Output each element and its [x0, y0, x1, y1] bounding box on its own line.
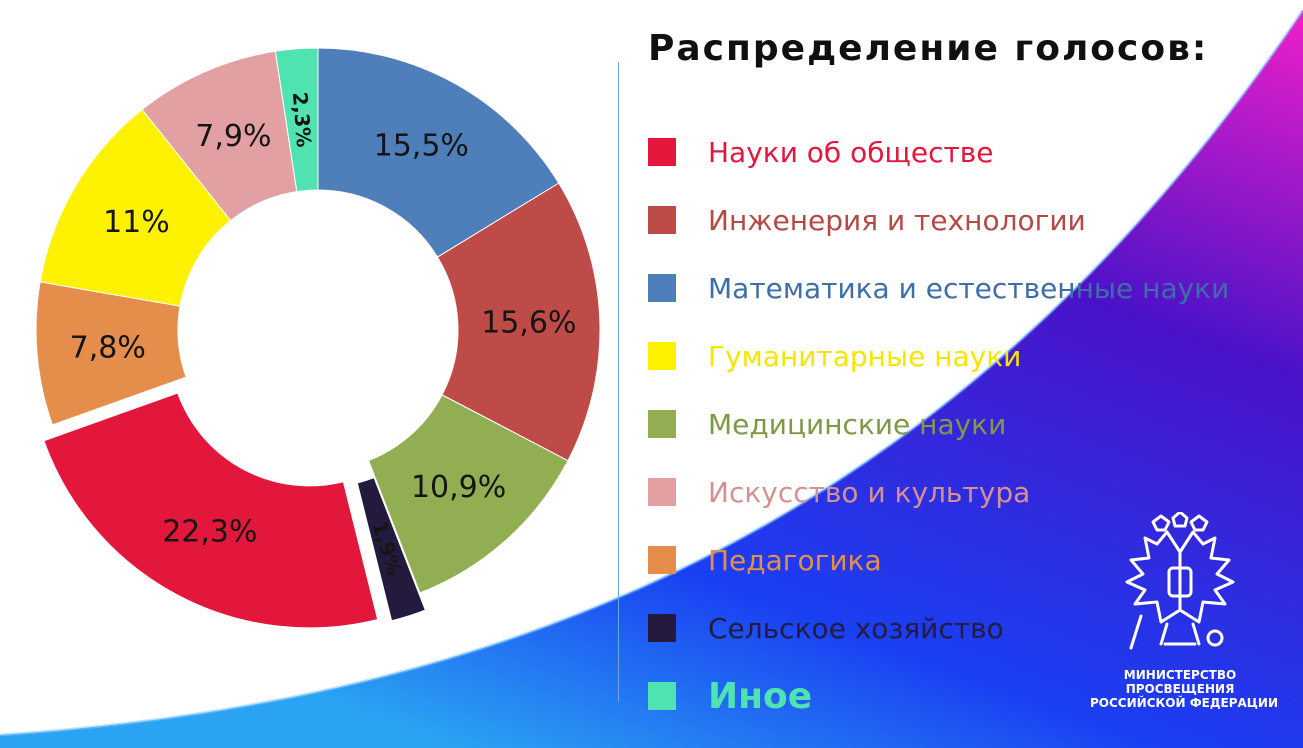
donut-chart: 15,5%15,6%10,9%1,9%22,3%7,8%11%7,9% 2,3% [35, 47, 601, 629]
legend-swatch [648, 614, 676, 642]
legend-label: Науки об обществе [708, 135, 994, 169]
divider [618, 62, 619, 702]
donut-segment-0 [317, 47, 560, 258]
legend-item-8: Иное [648, 662, 1229, 730]
legend-item-4: Медицинские науки [648, 390, 1229, 458]
chart-title: Распределение голосов: [648, 28, 1209, 69]
legend-swatch [648, 342, 676, 370]
donut-segment-1 [436, 182, 601, 462]
legend-item-3: Гуманитарные науки [648, 322, 1229, 390]
legend-swatch [648, 206, 676, 234]
data-label-2: 10,9% [411, 470, 506, 505]
data-label-7: 7,9% [195, 119, 271, 154]
legend-swatch [648, 546, 676, 574]
data-label-0: 15,5% [374, 129, 469, 164]
legend-item-6: Педагогика [648, 526, 1229, 594]
legend-label: Иное [708, 675, 813, 717]
gradient-wave [0, 10, 1303, 748]
legend-item-5: Искусство и культура [648, 458, 1229, 526]
double-headed-eagle-emblem-icon [1125, 512, 1235, 650]
legend-swatch [648, 682, 676, 710]
ministry-logo: МИНИСТЕРСТВО ПРОСВЕЩЕНИЯ РОССИЙСКОЙ ФЕДЕ… [1090, 512, 1279, 732]
donut-segment-2 [367, 394, 569, 594]
legend-item-7: Сельское хозяйство [648, 594, 1229, 662]
legend-swatch [648, 478, 676, 506]
legend-label: Педагогика [708, 543, 882, 577]
donut-segment-4 [43, 392, 379, 629]
legend: Науки об обществе Инженерия и технологии М… [648, 118, 1229, 730]
legend-label: Искусство и культура [708, 475, 1031, 509]
data-label-1: 15,6% [481, 306, 576, 341]
data-label-5: 7,8% [70, 331, 146, 366]
data-label-4: 22,3% [162, 514, 257, 549]
legend-swatch [648, 410, 676, 438]
legend-label: Медицинские науки [708, 407, 1007, 441]
donut-segment-3 [356, 477, 426, 622]
logo-line-3: РОССИЙСКОЙ ФЕДЕРАЦИИ [1090, 696, 1279, 710]
data-label-6: 11% [103, 205, 170, 240]
legend-item-1: Инженерия и технологии [648, 186, 1229, 254]
logo-line-1: МИНИСТЕРСТВО [1123, 668, 1237, 682]
donut-segment-8 [274, 47, 319, 193]
legend-item-0: Науки об обществе [648, 118, 1229, 186]
logo-line-2: ПРОСВЕЩЕНИЯ [1125, 682, 1235, 696]
legend-item-2: Математика и естественные науки [648, 254, 1229, 322]
legend-label: Инженерия и технологии [708, 203, 1086, 237]
legend-label: Математика и естественные науки [708, 271, 1230, 305]
legend-swatch [648, 138, 676, 166]
wave-highlight [0, 9, 1303, 737]
legend-label: Сельское хозяйство [708, 611, 1004, 645]
legend-swatch [648, 274, 676, 302]
data-label-8: 2,3% [288, 91, 316, 148]
legend-label: Гуманитарные науки [708, 339, 1022, 373]
